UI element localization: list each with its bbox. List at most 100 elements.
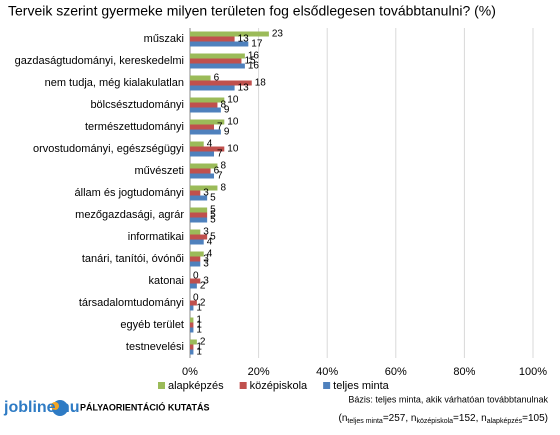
x-tick-label: 100%	[519, 366, 547, 378]
bar	[190, 129, 221, 135]
value-label: 17	[251, 39, 263, 50]
bar	[190, 278, 201, 284]
category-label: természettudományi	[85, 121, 184, 133]
logo: jobline.hu	[3, 399, 80, 416]
sample-value: 257	[389, 413, 406, 424]
value-label: 3	[203, 259, 209, 270]
bar	[190, 217, 208, 223]
value-label: 7	[217, 149, 223, 160]
sample-sizes: (nteljes minta=257, nközépiskola=152, na…	[339, 413, 549, 425]
chart-title: Terveik szerint gyermeke milyen területe…	[8, 3, 496, 19]
value-label: 16	[248, 51, 260, 62]
bar	[190, 75, 211, 81]
category-label: mezőgazdasági, agrár	[75, 209, 184, 221]
bar	[190, 151, 215, 157]
sample-label: teljes minta	[347, 418, 383, 425]
bar	[190, 344, 194, 350]
x-tick-label: 40%	[316, 366, 338, 378]
value-label: 5	[210, 232, 216, 243]
value-label: 2	[200, 337, 206, 348]
sample-value: 152	[459, 413, 476, 424]
punct: =	[383, 413, 389, 424]
bar	[190, 300, 197, 306]
sample-label: alapképzés	[487, 418, 523, 425]
legend-swatch	[323, 382, 331, 389]
category-label: művészeti	[134, 165, 184, 177]
category-label: állam és jogtudományi	[75, 187, 184, 199]
value-label: 6	[214, 166, 220, 177]
value-label: 1	[196, 320, 202, 331]
value-label: 9	[224, 105, 230, 116]
bar	[190, 212, 208, 218]
category-label: gazdaságtudományi, kereskedelmi	[15, 55, 184, 67]
bar	[190, 97, 225, 103]
value-label: 18	[255, 78, 267, 89]
bar	[190, 283, 197, 289]
value-label: 5	[210, 215, 216, 226]
category-label: bölcsésztudományi	[90, 99, 184, 111]
value-label: 10	[227, 117, 239, 128]
value-label: 15	[244, 56, 256, 67]
bar	[190, 163, 218, 169]
x-tick-label: 20%	[248, 366, 270, 378]
value-label: 13	[238, 83, 250, 94]
sample-symbol: n	[411, 413, 417, 424]
value-label: 3	[203, 188, 209, 199]
value-label: 3	[203, 227, 209, 238]
value-label: 1	[196, 303, 202, 314]
sample-symbol: n	[342, 413, 348, 424]
bar	[190, 327, 194, 333]
value-label: 5	[210, 210, 216, 221]
value-label: 4	[207, 237, 213, 248]
punct: (	[339, 413, 343, 424]
value-label: 5	[210, 193, 216, 204]
basis: Bázis: teljes minta, akik várhatóan tová…	[348, 394, 548, 404]
survey-title: PÁLYAORIENTÁCIÓ KUTATÁS	[80, 401, 210, 412]
logo-icon-dot	[51, 402, 59, 410]
legend-swatch	[239, 382, 247, 389]
bar	[190, 190, 201, 196]
bar	[190, 239, 204, 245]
value-label: 13	[238, 34, 250, 45]
bar	[190, 234, 208, 240]
punct: ,	[405, 413, 411, 424]
value-label: 9	[224, 127, 230, 138]
bar	[190, 349, 194, 355]
legend-label: alapképzés	[168, 380, 224, 392]
category-label: műszaki	[144, 33, 184, 45]
value-label: 10	[227, 95, 239, 106]
value-label: 1	[196, 315, 202, 326]
bar	[190, 339, 197, 345]
legend-label: középiskola	[250, 380, 308, 392]
sample-symbol: n	[481, 413, 487, 424]
value-label: 16	[248, 61, 260, 72]
x-tick-label: 0%	[182, 366, 198, 378]
bar	[190, 322, 194, 328]
bar	[190, 168, 211, 174]
bar	[190, 36, 235, 42]
value-label: 8	[220, 161, 226, 172]
value-label: 2	[200, 298, 206, 309]
bar	[190, 41, 249, 47]
punct: =	[522, 413, 528, 424]
bar	[190, 80, 252, 86]
bar	[190, 124, 215, 130]
category-label: orvostudományi, egészségügyi	[33, 143, 184, 155]
bar	[190, 85, 235, 91]
bar	[190, 305, 194, 311]
value-label: 7	[217, 171, 223, 182]
bar	[190, 107, 221, 113]
bar	[190, 63, 245, 69]
category-label: informatikai	[128, 231, 184, 243]
bar	[190, 102, 218, 108]
value-label: 3	[203, 254, 209, 265]
bar	[190, 185, 218, 191]
legend-label: teljes minta	[333, 380, 390, 392]
x-tick-label: 80%	[453, 366, 475, 378]
value-label: 7	[217, 122, 223, 133]
punct: ,	[476, 413, 482, 424]
category-label: tanári, tanítói, óvónői	[82, 253, 184, 265]
bar	[190, 119, 225, 125]
value-label: 8	[220, 183, 226, 194]
